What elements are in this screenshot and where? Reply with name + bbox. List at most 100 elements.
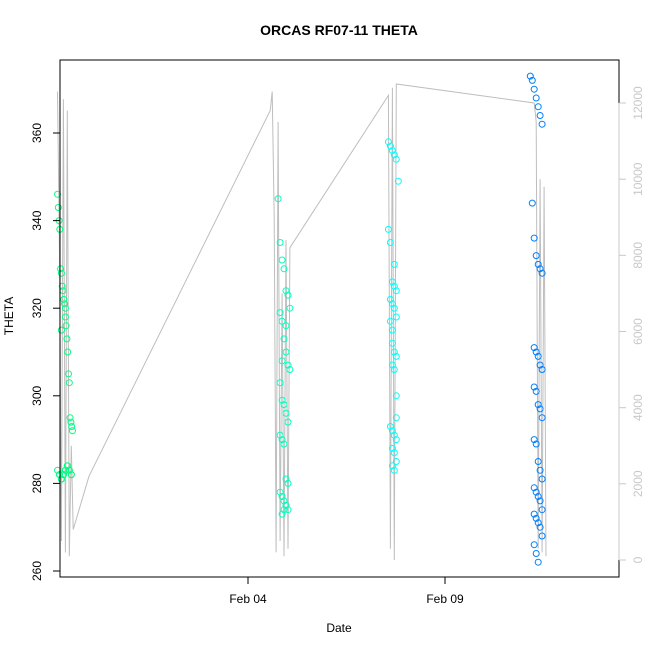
data-point: [532, 94, 540, 102]
y-axis-label: THETA: [2, 297, 16, 335]
right-y-axis: 0 2000 4000 6000 8000 10000 12000: [618, 86, 645, 563]
data-point: [530, 85, 538, 93]
data-point: [390, 449, 398, 457]
data-point: [390, 282, 398, 290]
data-point: [532, 440, 540, 448]
data-point: [528, 76, 536, 84]
data-point: [390, 260, 398, 268]
x-axis: Feb 04 Feb 09: [229, 576, 464, 606]
data-point: [278, 493, 286, 500]
data-point: [532, 550, 540, 557]
data-point: [534, 458, 542, 465]
data-point: [278, 510, 286, 518]
data-point: [68, 423, 76, 430]
data-point: [64, 348, 72, 356]
data-point: [392, 155, 400, 163]
data-point: [534, 493, 542, 500]
data-point: [67, 471, 75, 479]
data-point: [274, 195, 282, 203]
data-point: [282, 409, 290, 417]
data-point: [392, 414, 400, 422]
data-point: [538, 475, 546, 483]
data-point: [286, 304, 294, 312]
data-point: [60, 295, 68, 303]
y-tick-label: 360: [30, 123, 44, 143]
data-point: [57, 269, 65, 277]
data-point: [282, 475, 290, 483]
data-point: [530, 541, 538, 549]
y-tick-label: 280: [30, 473, 44, 493]
right-y-tick-label: 6000: [631, 318, 645, 345]
data-point: [386, 317, 394, 325]
x-axis-label: Date: [326, 621, 352, 635]
data-point: [536, 265, 544, 273]
data-point: [530, 484, 538, 492]
data-point: [384, 138, 392, 146]
data-point: [384, 225, 392, 233]
y-tick-label: 320: [30, 298, 44, 318]
data-point: [392, 458, 400, 465]
data-point: [61, 313, 69, 321]
data-point: [278, 317, 286, 325]
data-point: [66, 414, 74, 422]
data-point: [61, 466, 69, 474]
data-point: [282, 348, 290, 356]
data-point: [284, 418, 292, 426]
y-tick-label: 300: [30, 385, 44, 405]
data-point: [534, 519, 542, 527]
chart-title: ORCAS RF07-11 THETA: [260, 22, 418, 38]
data-point: [386, 423, 394, 430]
data-point: [61, 304, 69, 312]
data-point: [388, 278, 396, 286]
data-point: [536, 405, 544, 413]
altitude-track-layer: [57, 83, 547, 561]
data-point: [532, 488, 540, 496]
data-point: [65, 370, 72, 378]
y-axis: 260 280 300 320 340 360: [30, 123, 61, 581]
data-point: [280, 506, 288, 514]
data-point: [388, 326, 396, 334]
data-point: [388, 462, 396, 470]
data-point: [388, 300, 396, 308]
data-point: [286, 366, 294, 373]
data-point: [65, 379, 73, 387]
data-point: [388, 444, 396, 452]
data-point: [538, 120, 546, 128]
data-point: [538, 414, 546, 422]
data-point: [284, 506, 292, 514]
data-point: [532, 348, 540, 356]
data-point: [388, 427, 396, 435]
data-point: [536, 112, 544, 119]
data-point: [278, 436, 286, 444]
data-point: [276, 488, 284, 496]
data-point: [57, 475, 65, 483]
data-point: [54, 204, 62, 211]
data-point: [390, 304, 398, 312]
data-point: [392, 352, 400, 360]
data-point: [532, 514, 540, 522]
data-point: [536, 361, 544, 369]
data-point: [530, 436, 538, 444]
data-point: [390, 466, 398, 474]
data-point: [536, 523, 544, 531]
data-point: [282, 322, 290, 330]
data-point: [280, 265, 288, 273]
x-tick-label: Feb 04: [229, 592, 267, 606]
y-tick-label: 260: [30, 561, 44, 581]
data-point: [536, 466, 544, 474]
data-point: [282, 501, 290, 509]
data-point: [526, 72, 534, 80]
data-point: [538, 532, 546, 540]
data-point: [534, 103, 542, 111]
data-point: [276, 239, 284, 246]
data-point: [392, 436, 400, 444]
data-point: [58, 282, 66, 290]
data-point: [388, 339, 396, 347]
data-point: [284, 479, 292, 487]
data-point: [534, 558, 542, 566]
data-point: [57, 265, 65, 273]
data-points-layer: [54, 72, 546, 566]
data-point: [280, 401, 288, 409]
data-point: [278, 396, 286, 404]
